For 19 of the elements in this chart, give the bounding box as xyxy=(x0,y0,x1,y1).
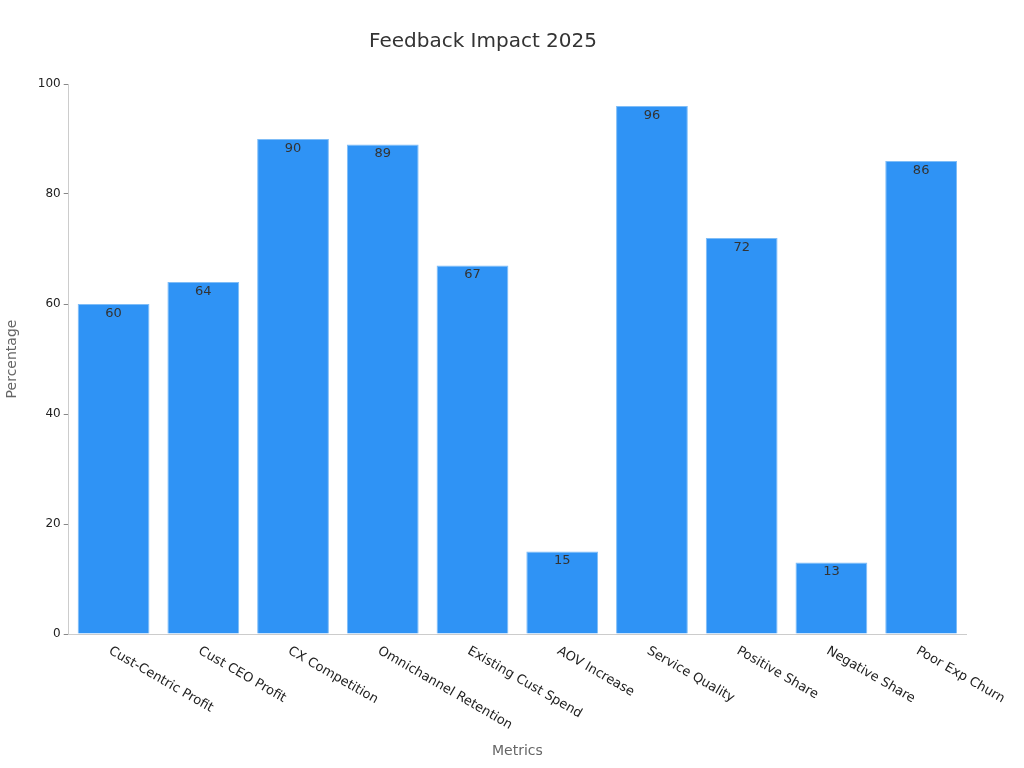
data-label: 67 xyxy=(464,266,481,282)
chart-title: Feedback Impact 2025 xyxy=(368,28,598,53)
y-tick-label: 100 xyxy=(37,76,61,91)
data-label: 72 xyxy=(733,238,750,254)
y-tick-label: 40 xyxy=(45,406,61,421)
y-tick-label: 80 xyxy=(45,186,61,201)
data-label: 60 xyxy=(105,304,122,320)
y-tick-label: 0 xyxy=(53,626,61,641)
y-tick-label: 60 xyxy=(45,296,61,311)
x-axis-title: Metrics xyxy=(491,741,543,758)
y-axis-title: Percentage xyxy=(3,319,20,399)
data-label: 86 xyxy=(912,161,930,177)
data-label: 89 xyxy=(374,145,392,161)
data-label: 13 xyxy=(823,563,840,579)
data-label: 15 xyxy=(553,552,571,568)
data-label: 64 xyxy=(195,282,212,298)
data-label: 96 xyxy=(643,106,661,122)
data-label: 90 xyxy=(284,139,302,155)
y-tick-label: 20 xyxy=(45,516,61,531)
